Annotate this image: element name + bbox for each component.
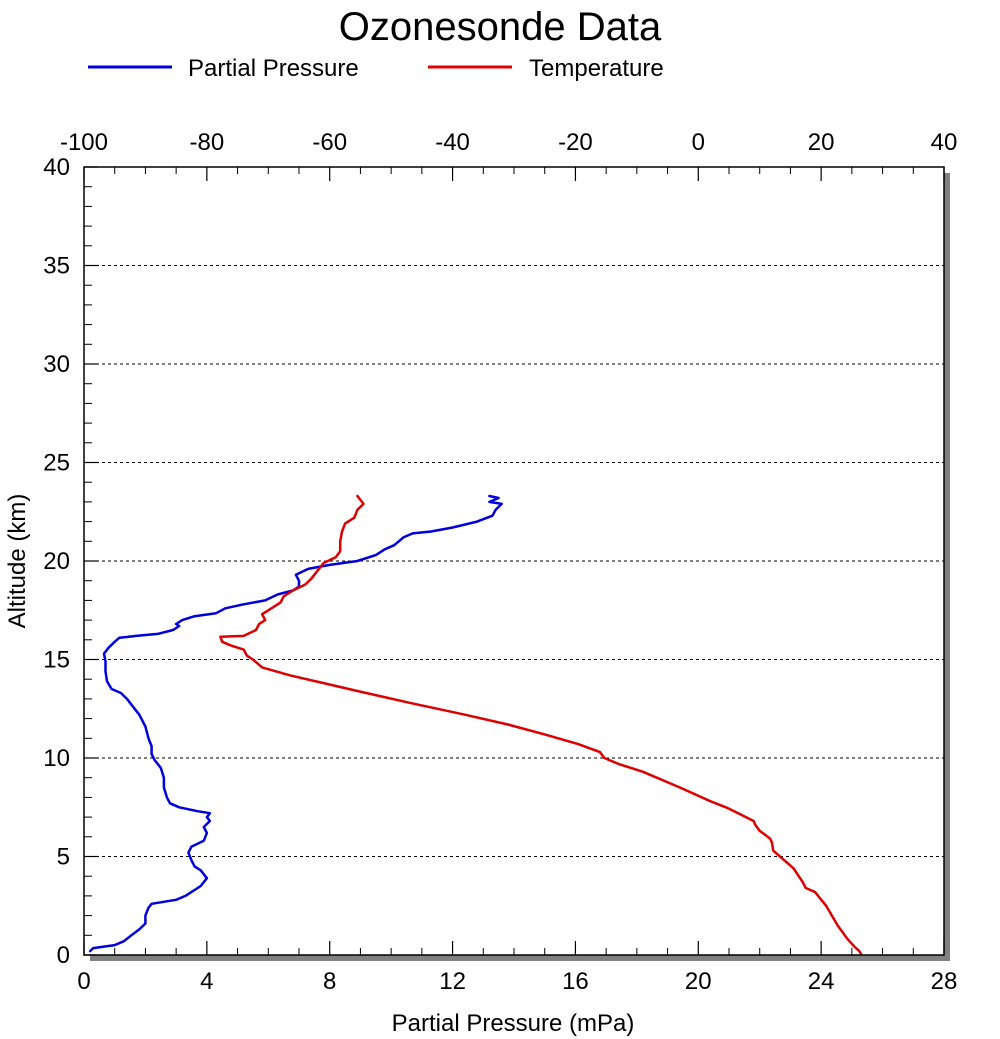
y-tick-label: 30 — [43, 351, 70, 378]
y-tick-label: 5 — [57, 844, 70, 871]
x-top-tick-label: -60 — [312, 129, 347, 156]
x-top-tick-label: -40 — [435, 129, 470, 156]
y-tick-label: 35 — [43, 253, 70, 280]
tick-labels: 0 5 10 15 20 25 30 35 40 0 4 8 12 16 20 24 28 -100 -80 -60 -… — [43, 129, 957, 995]
x-axis-title: Partial Pressure (mPa) — [392, 1010, 635, 1037]
x-bottom-tick-label: 0 — [77, 968, 90, 995]
y-tick-label: 15 — [43, 647, 70, 674]
x-top-tick-label: -20 — [558, 129, 593, 156]
x-top-tick-label: 40 — [931, 129, 958, 156]
tick-marks — [83, 166, 945, 956]
x-top-tick-label: -80 — [190, 129, 225, 156]
chart-title: Ozonesonde Data — [339, 5, 662, 49]
x-bottom-tick-label: 28 — [931, 968, 958, 995]
x-bottom-tick-label: 16 — [562, 968, 589, 995]
x-top-tick-label: 0 — [692, 129, 705, 156]
x-bottom-tick-label: 4 — [200, 968, 213, 995]
y-axis-title: Altitude (km) — [4, 494, 31, 629]
x-bottom-tick-label: 24 — [808, 968, 835, 995]
gridlines — [84, 265, 944, 857]
x-bottom-tick-label: 12 — [439, 968, 466, 995]
series-line-temperature — [219, 494, 863, 956]
legend-label-partial-pressure: Partial Pressure — [188, 55, 359, 82]
x-bottom-tick-label: 8 — [323, 968, 336, 995]
x-top-tick-label: -100 — [60, 129, 108, 156]
series-line-partial-pressure — [88, 494, 503, 953]
y-tick-label: 20 — [43, 548, 70, 575]
data-series — [88, 494, 863, 956]
legend-label-temperature: Temperature — [529, 55, 664, 82]
x-top-tick-label: 20 — [808, 129, 835, 156]
y-tick-label: 0 — [57, 942, 70, 969]
y-tick-label: 40 — [43, 154, 70, 181]
plot-frame — [83, 166, 945, 956]
legend: Partial Pressure Temperature — [88, 55, 664, 82]
x-bottom-tick-label: 20 — [685, 968, 712, 995]
y-tick-label: 10 — [43, 745, 70, 772]
y-tick-label: 25 — [43, 450, 70, 477]
